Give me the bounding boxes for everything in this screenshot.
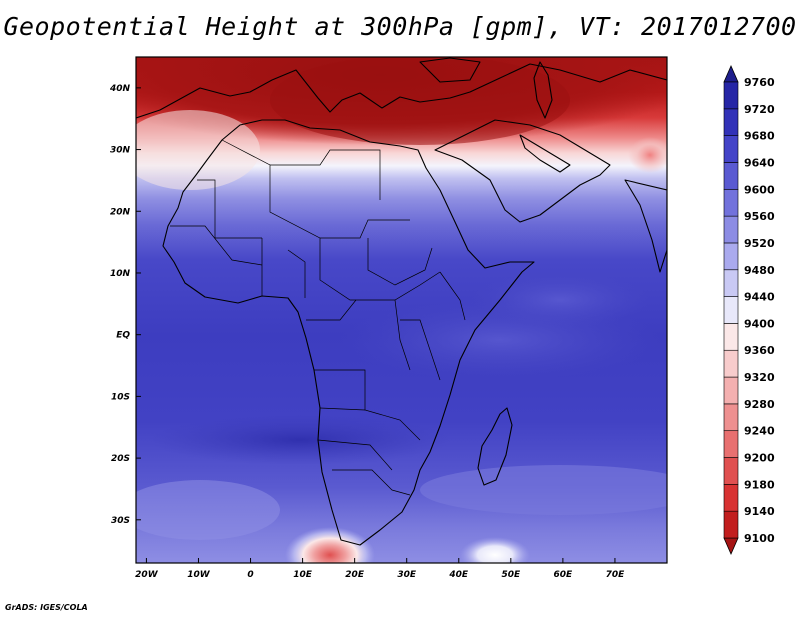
coastlines [136,57,667,546]
india-coastline [624,179,667,273]
x-axis: 20W 10W 0 10E 20E 30E 40E 50E 60E 70E [135,558,625,580]
colorbar-label: 9680 [744,130,775,143]
colorbar-swatch [723,135,739,163]
colorbar-swatch [723,215,739,244]
colorbar-swatch [723,269,739,297]
black-sea-coastline [419,57,481,83]
height-field [136,57,667,563]
colorbar-swatch [723,457,739,485]
colorbar-swatch [723,349,739,378]
x-tick-label: 20E [345,570,365,580]
colorbar-swatch [723,484,739,512]
colorbar-swatch [723,323,739,351]
colorbar-swatch [723,430,739,458]
arabia-coastline [434,119,611,223]
x-tick-label: 10E [293,570,313,580]
y-tick-label: 40N [109,84,131,94]
colorbar-label: 9240 [744,425,775,438]
colorbar-label: 9640 [744,156,775,169]
colorbar-label: 9400 [744,317,775,330]
colorbar-label: 9280 [744,398,775,411]
europe-coastline [136,63,667,119]
colorbar-label: 9440 [744,291,775,304]
colorbar-label: 9720 [744,103,775,116]
colorbar-swatch [723,296,739,324]
colorbar-high-arrow [723,65,739,83]
x-tick-label: 30E [397,570,417,580]
colorbar-swatch [723,376,739,405]
colorbar-swatch [723,188,739,217]
x-tick-label: 70E [606,570,626,580]
colorbar-label: 9200 [744,452,775,465]
y-tick-label: 30S [111,516,130,526]
y-tick-label: EQ [116,331,130,341]
plot-frame [135,56,668,564]
colorbar-label: 9480 [744,264,775,277]
y-tick-label: 10N [110,269,131,279]
colorbar-label: 9760 [744,76,775,89]
colorbar-label: 9180 [744,478,775,491]
colorbar-label: 9320 [744,371,775,384]
colorbar-swatch [723,403,739,432]
x-tick-label: 40E [448,570,469,580]
x-tick-label: 10W [187,570,211,580]
country-borders [170,139,466,496]
x-tick-label: 50E [501,570,521,580]
map-title: Geopotential Height at 300hPa [gpm], VT:… [3,12,797,41]
colorbar-label: 9140 [744,505,775,518]
y-tick-label: 20S [111,454,130,464]
y-tick-label: 10S [111,392,130,402]
colorbar-label: 9100 [744,532,775,545]
colorbar-label: 9360 [744,344,775,357]
x-tick-label: 60E [554,570,574,580]
x-tick-label: 0 [247,570,253,580]
colorbar: 9100 9140 9180 9200 9240 9280 9320 9360 9400 9440… [723,65,775,555]
colorbar-low-arrow [723,537,739,555]
colorbar-swatch [723,108,739,136]
colorbar-swatch [723,510,739,539]
grads-credit: GrADS: IGES/COLA [5,603,88,612]
madagascar-coastline [477,407,513,486]
x-tick-label: 20W [135,570,159,580]
y-tick-label: 20N [110,207,131,217]
africa-coastline [162,119,535,546]
persian-gulf-coastline [519,134,571,173]
y-tick-label: 30N [110,146,131,156]
colorbar-label: 9600 [744,183,775,196]
colorbar-swatch [723,81,739,110]
colorbar-swatch [723,162,739,190]
colorbar-label: 9520 [744,237,775,250]
y-axis: 40N 30N 20N 10N EQ 10S 20S 30S [109,84,141,526]
colorbar-swatch [723,242,739,271]
caspian-coastline [533,61,553,119]
colorbar-label: 9560 [744,210,775,223]
